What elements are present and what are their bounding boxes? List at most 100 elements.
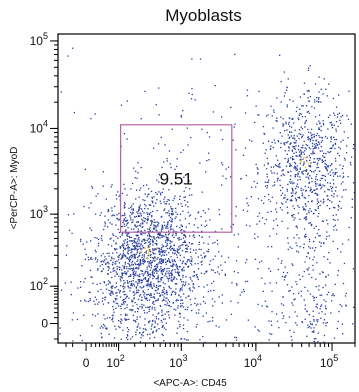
x-axis: 0 102 103 104 105 — [65, 343, 356, 370]
data-point — [352, 182, 355, 184]
data-point — [154, 309, 156, 311]
data-point — [131, 285, 133, 287]
data-point — [292, 100, 294, 102]
data-point — [308, 112, 310, 114]
data-point — [350, 164, 352, 166]
data-point — [152, 320, 154, 322]
data-point — [310, 224, 312, 227]
data-point — [320, 304, 323, 306]
data-point — [272, 146, 274, 149]
data-point — [257, 236, 259, 238]
data-point — [149, 227, 151, 229]
data-point — [181, 232, 183, 235]
data-point — [313, 318, 315, 321]
data-point — [149, 262, 151, 264]
data-point — [152, 244, 154, 246]
data-point — [308, 163, 310, 165]
data-point — [137, 308, 140, 310]
data-point — [190, 98, 193, 100]
data-point — [156, 258, 158, 260]
data-point — [188, 259, 190, 261]
data-point — [304, 150, 306, 152]
data-point — [155, 267, 157, 270]
data-point — [308, 210, 310, 212]
data-point — [297, 205, 299, 207]
data-point — [340, 207, 342, 209]
data-point — [166, 261, 168, 263]
data-point — [72, 340, 74, 342]
data-point — [280, 142, 282, 145]
data-point — [330, 186, 332, 188]
data-point — [282, 296, 284, 298]
data-point — [110, 292, 112, 294]
data-point — [200, 224, 203, 226]
data-point — [181, 225, 183, 227]
data-point — [161, 166, 163, 169]
data-point — [157, 278, 159, 280]
data-point — [340, 251, 342, 253]
data-point — [334, 283, 336, 285]
data-point — [173, 236, 175, 238]
data-point — [189, 248, 192, 250]
data-point — [115, 299, 117, 301]
data-point — [140, 118, 142, 120]
data-point — [147, 306, 149, 309]
data-point — [104, 221, 106, 223]
data-point — [162, 318, 165, 320]
data-point — [288, 290, 290, 292]
data-point — [331, 124, 333, 126]
data-point — [126, 219, 129, 221]
data-point — [145, 250, 147, 252]
data-point — [148, 321, 150, 323]
data-point — [126, 266, 128, 268]
data-point — [148, 246, 150, 248]
data-point — [318, 135, 320, 137]
data-point — [166, 291, 168, 294]
data-point — [182, 268, 184, 270]
data-point — [294, 197, 297, 199]
data-point — [291, 339, 293, 341]
data-point — [298, 292, 300, 294]
data-point — [159, 248, 161, 250]
data-point — [181, 244, 183, 246]
data-point — [147, 213, 149, 215]
data-point — [271, 196, 273, 198]
data-point — [189, 298, 192, 301]
data-point — [312, 264, 314, 267]
data-point — [109, 293, 111, 295]
data-point — [347, 118, 350, 120]
data-point — [142, 232, 144, 234]
data-point — [336, 229, 338, 231]
data-point — [316, 319, 318, 321]
data-point — [111, 287, 113, 290]
data-point — [197, 312, 200, 314]
data-point — [308, 195, 310, 197]
data-point — [103, 261, 105, 263]
data-point — [316, 203, 319, 205]
data-point — [317, 98, 320, 100]
data-point — [196, 276, 198, 278]
data-point — [331, 294, 333, 297]
data-point — [257, 303, 259, 306]
data-point — [135, 226, 137, 228]
gate-rectangle[interactable] — [119, 124, 233, 233]
data-point — [126, 100, 128, 102]
data-point — [136, 266, 138, 269]
data-point — [116, 303, 119, 305]
data-point — [136, 274, 138, 276]
data-point — [325, 307, 327, 309]
data-point — [144, 239, 146, 242]
data-point — [281, 312, 283, 314]
data-point — [139, 245, 141, 247]
data-point — [144, 261, 146, 263]
data-point — [282, 275, 284, 278]
data-point — [175, 292, 177, 294]
data-point — [162, 250, 165, 252]
data-point — [304, 217, 307, 219]
data-point — [297, 175, 299, 177]
data-point — [136, 221, 138, 223]
data-point — [245, 224, 248, 226]
data-point — [171, 291, 173, 293]
data-point — [237, 272, 239, 274]
data-point — [304, 121, 307, 123]
